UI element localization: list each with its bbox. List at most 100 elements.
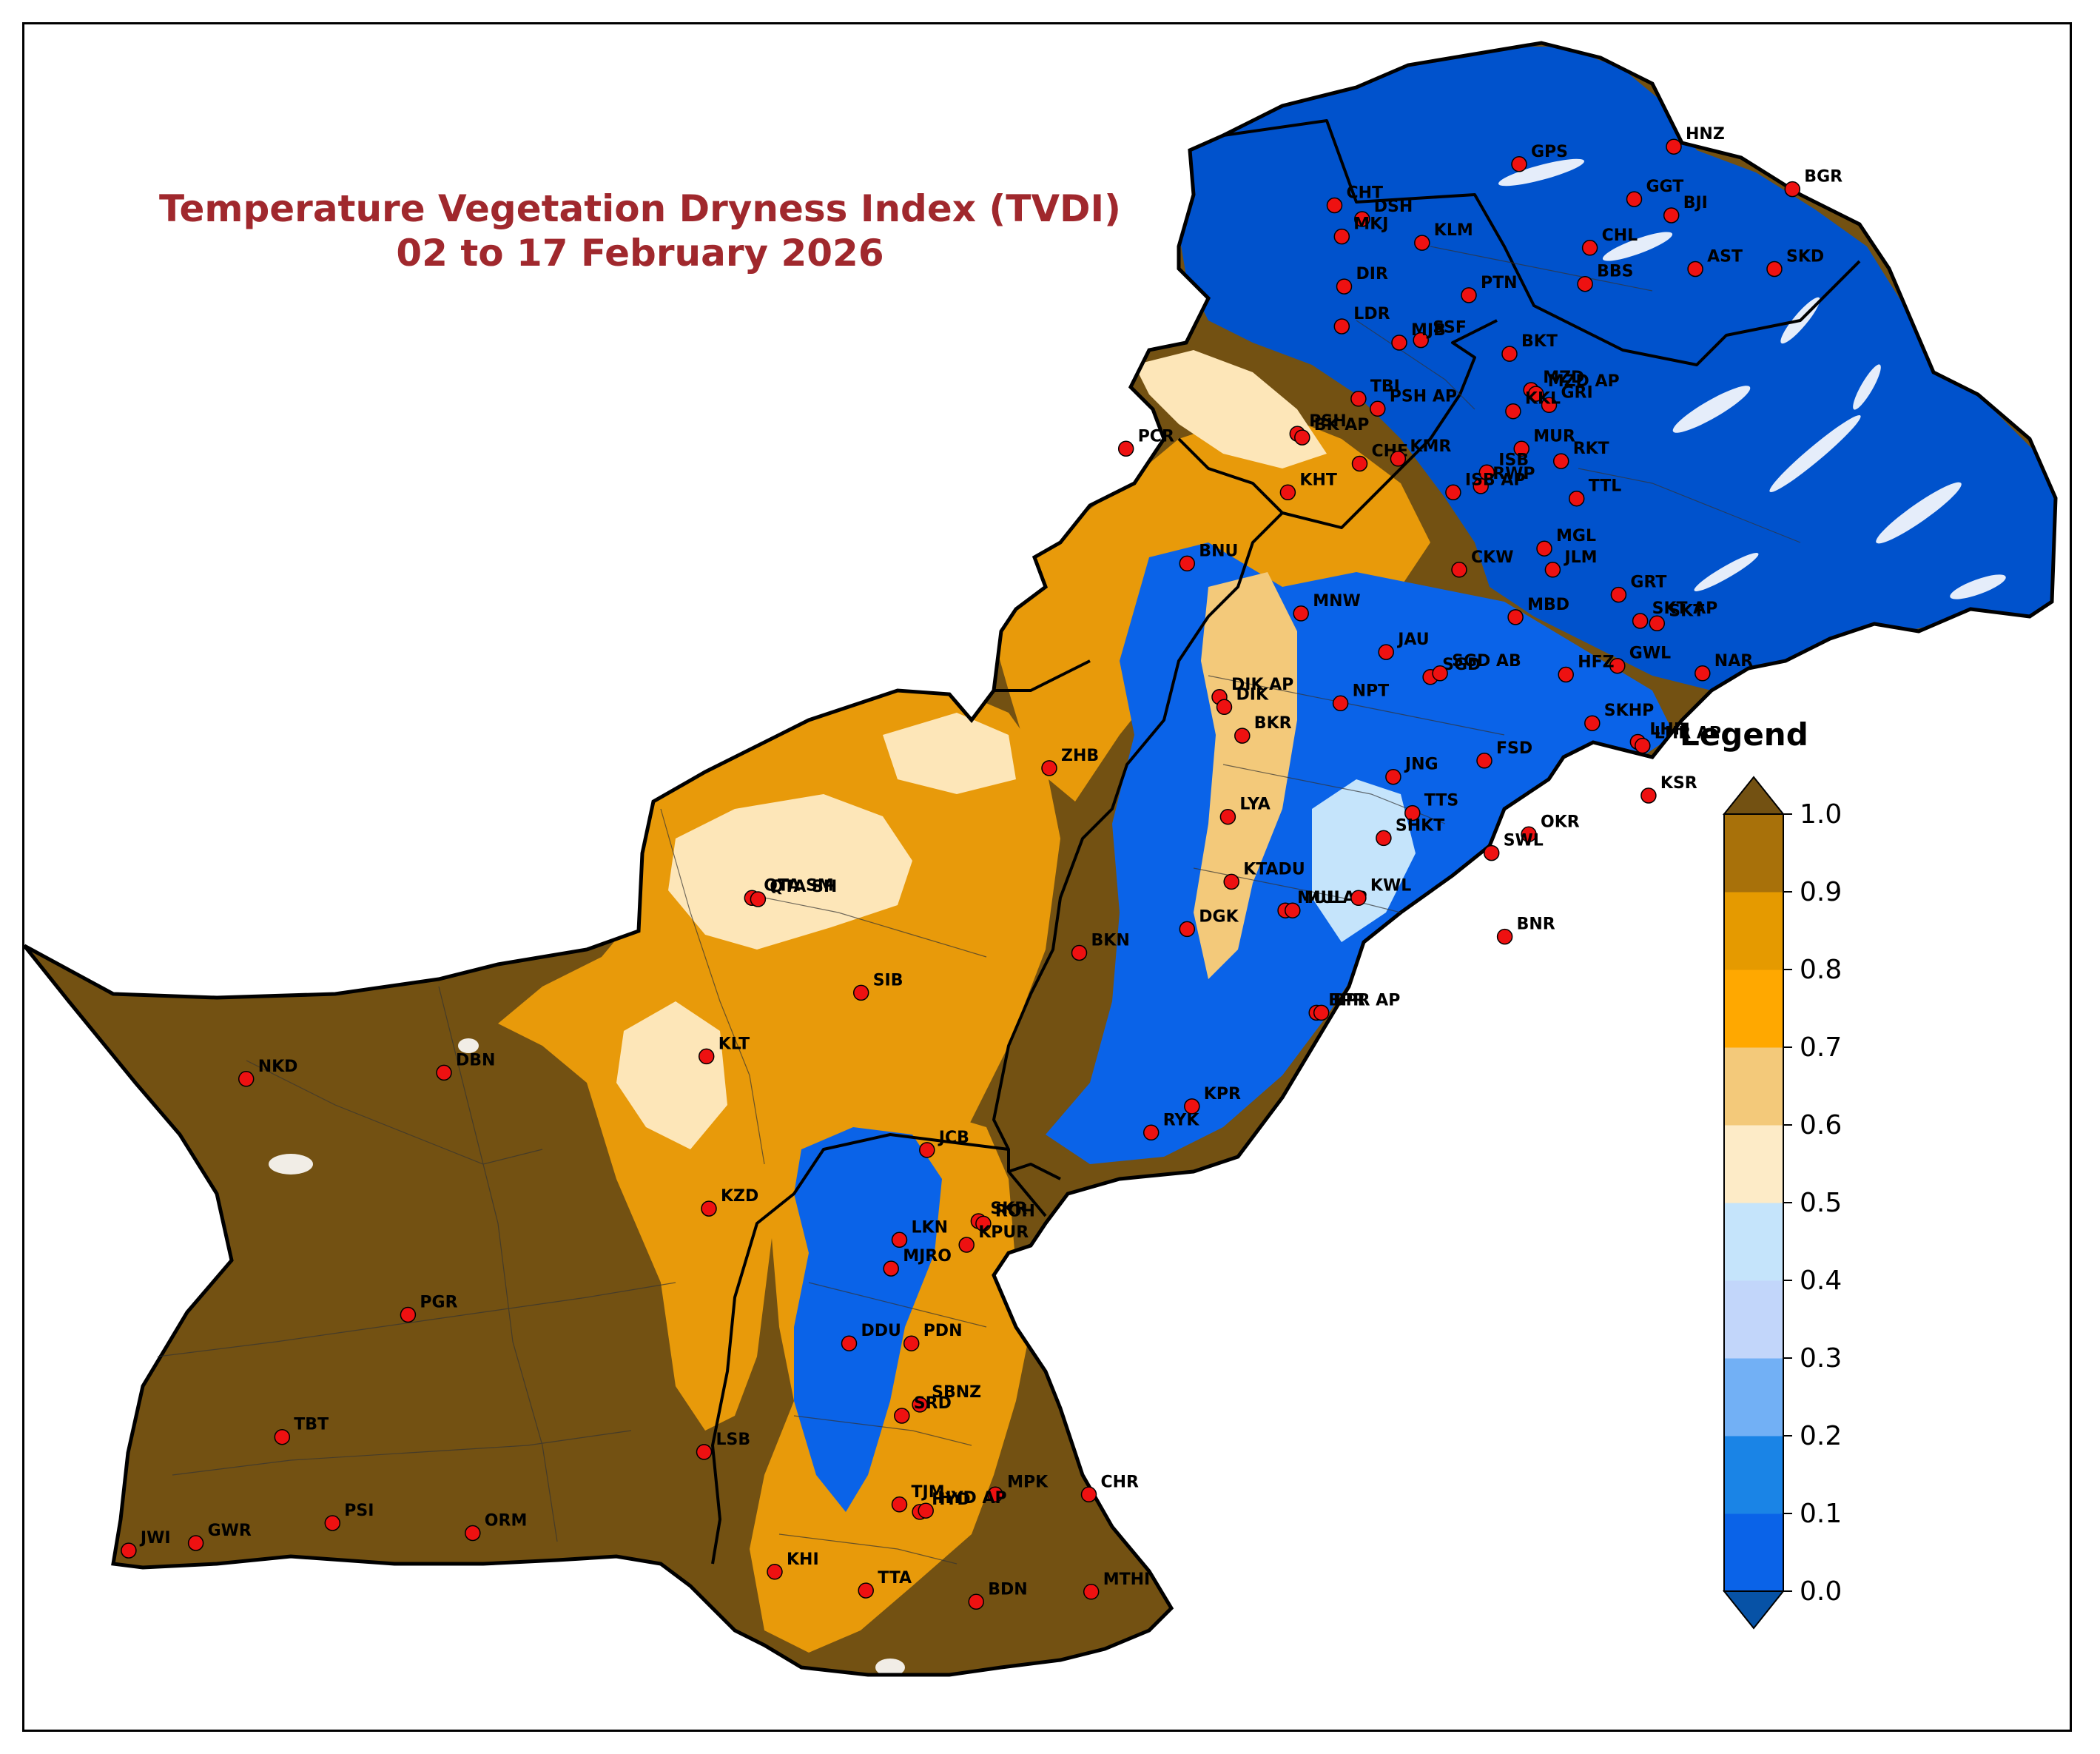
station-label: DIK AP [1231, 676, 1293, 694]
station-label: SKT [1669, 602, 1704, 620]
station-marker [841, 1335, 858, 1351]
station-tjm: TJM [891, 1483, 945, 1513]
station-label: MPK [1007, 1473, 1049, 1491]
station-label: MUR [1533, 427, 1575, 446]
station-marker [958, 1237, 975, 1253]
station-label: BKN [1091, 932, 1130, 950]
station-label: KHI [787, 1550, 819, 1569]
station-ldr: LDR [1333, 305, 1390, 335]
station-label: PTN [1481, 274, 1518, 292]
station-label: LKN [912, 1218, 948, 1237]
station-marker [1350, 391, 1367, 407]
station-label: PSH [1309, 412, 1346, 431]
station-jcb: JCB [919, 1129, 969, 1158]
station-marker [968, 1593, 984, 1610]
station-marker [1451, 562, 1467, 578]
legend-tick-label: 0.6 [1800, 1110, 1842, 1140]
station-label: PSH AP [1390, 387, 1457, 406]
station-label: CKW [1471, 548, 1513, 567]
legend-tick-label: 0.8 [1800, 955, 1842, 985]
station-label: KPR [1204, 1085, 1241, 1103]
station-marker [858, 1582, 874, 1599]
light-zone-kpk [1134, 350, 1327, 468]
station-marker [1478, 464, 1495, 481]
station-marker [1333, 318, 1350, 335]
station-bkn: BKN [1071, 932, 1130, 961]
station-marker [1223, 873, 1239, 890]
station-marker [1219, 808, 1236, 825]
station-marker [1513, 440, 1529, 457]
station-label: DBN [456, 1051, 495, 1069]
legend-band [1724, 1513, 1783, 1592]
station-gri: GRI [1541, 383, 1593, 414]
station-marker [436, 1064, 452, 1081]
legend-band [1724, 1280, 1783, 1359]
legend-band [1724, 1436, 1783, 1514]
station-marker [1390, 451, 1407, 467]
station-mbd: MBD [1507, 596, 1569, 625]
station-mnw: MNW [1293, 592, 1361, 622]
station-label: BNU [1199, 542, 1238, 560]
station-qta-sh: QTA SH [750, 878, 837, 907]
station-isb: ISB [1478, 451, 1529, 481]
station-kmr: KMR [1390, 437, 1451, 467]
station-label: GRT [1630, 574, 1666, 592]
station-label: NAR [1714, 652, 1753, 671]
station-label: LYA [1239, 796, 1270, 814]
station-label: MGL [1556, 527, 1596, 545]
station-jng: JNG [1385, 756, 1438, 785]
station-label: KZD [721, 1187, 758, 1206]
station-mthi: MTHI [1083, 1570, 1150, 1600]
station-chr: CHR [1080, 1473, 1139, 1503]
station-bbs: BBS [1577, 263, 1633, 292]
station-skhp: SKHP [1584, 702, 1654, 731]
station-marker [883, 1260, 899, 1277]
legend-extend-min [1722, 1590, 1786, 1630]
station-label: BPR AP [1333, 991, 1401, 1009]
station-marker [1285, 902, 1301, 918]
station-label: AST [1707, 248, 1743, 266]
station-skt-ap: SKT AP [1632, 599, 1717, 629]
station-bpr-ap: BPR AP [1313, 991, 1401, 1021]
station-marker [1432, 665, 1448, 682]
station-label: NKD [258, 1058, 298, 1076]
station-tts: TTS [1404, 792, 1458, 821]
station-marker [274, 1428, 291, 1445]
station-marker [1378, 644, 1394, 660]
station-label: MNW [1313, 592, 1361, 611]
station-ksr: KSR [1640, 774, 1697, 804]
station-pdn: PDN [903, 1322, 963, 1351]
station-label: SKHP [1604, 702, 1654, 720]
station-isb-ap: ISB AP [1445, 471, 1526, 501]
station-shkt: SHKT [1376, 816, 1444, 847]
station-label: SSF [1433, 319, 1467, 337]
station-tbi: TBI [1350, 377, 1400, 407]
legend-tick-label: 0.4 [1800, 1266, 1842, 1296]
station-label: BDN [988, 1580, 1027, 1599]
station-label: TTS [1424, 792, 1458, 810]
station-label: JWI [139, 1529, 171, 1548]
station-marker [1354, 211, 1370, 227]
station-label: HYD AP [938, 1489, 1006, 1508]
station-marker [1080, 1486, 1097, 1503]
station-marker [1370, 400, 1386, 417]
station-label: KKL [1525, 390, 1561, 409]
station-label: PDN [923, 1322, 963, 1340]
station-label: DIK [1236, 685, 1269, 704]
station-label: SHKT [1396, 816, 1444, 835]
station-jau: JAU [1378, 631, 1430, 660]
station-ssf: SSF [1413, 319, 1467, 349]
station-label: SRD [914, 1394, 952, 1413]
station-hfz: HFZ [1558, 653, 1615, 683]
station-bji: BJI [1663, 194, 1708, 224]
station-label: SWL [1504, 832, 1544, 850]
station-label: KMR [1410, 437, 1451, 456]
station-label: MUL [1305, 889, 1345, 907]
station-bgr: BGR [1784, 168, 1842, 198]
station-label: MJRO [903, 1247, 952, 1266]
station-label: BNR [1517, 915, 1555, 934]
station-marker [1336, 278, 1353, 295]
light-zone-quetta [668, 794, 912, 950]
station-marker [1385, 768, 1401, 785]
station-marker [1293, 605, 1309, 622]
